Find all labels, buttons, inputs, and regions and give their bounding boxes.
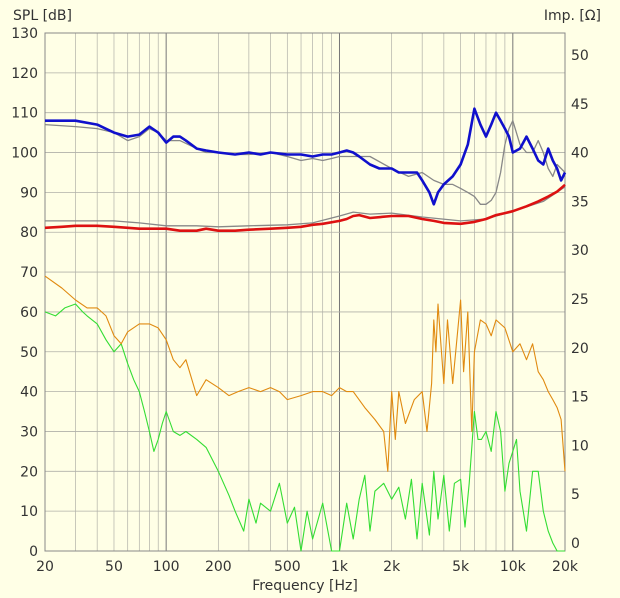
plot-area bbox=[45, 33, 565, 551]
y-left-tick-label: 10 bbox=[20, 504, 38, 520]
series-line-impedance bbox=[44, 183, 566, 232]
x-axis-title: Frequency [Hz] bbox=[252, 578, 358, 594]
y-right-tick-label: 45 bbox=[571, 97, 589, 113]
x-tick-label: 20k bbox=[552, 559, 579, 575]
left-axis-title: SPL [dB] bbox=[13, 8, 72, 24]
y-left-tick-label: 0 bbox=[29, 544, 38, 560]
y-right-tick-label: 25 bbox=[571, 292, 589, 308]
x-tick-label: 50 bbox=[105, 559, 123, 575]
y-left-tick-label: 110 bbox=[11, 106, 38, 122]
y-left-tick-label: 50 bbox=[20, 345, 38, 361]
series-line-third-harmonic bbox=[44, 303, 565, 552]
grid-lines bbox=[44, 32, 566, 552]
y-left-tick-label: 90 bbox=[20, 185, 38, 201]
y-right-tick-label: 30 bbox=[571, 243, 589, 259]
x-tick-label: 500 bbox=[274, 559, 301, 575]
y-right-tick-label: 15 bbox=[571, 390, 589, 406]
y-left-tick-label: 120 bbox=[11, 66, 38, 82]
y-left-tick-label: 60 bbox=[20, 305, 38, 321]
plot-frame bbox=[44, 32, 566, 552]
x-tick-label: 10k bbox=[500, 559, 527, 575]
y-left-tick-label: 40 bbox=[20, 385, 38, 401]
y-left-tick-label: 80 bbox=[20, 225, 38, 241]
y-right-tick-label: 5 bbox=[571, 487, 580, 503]
series-layer bbox=[44, 107, 567, 552]
x-tick-label: 5k bbox=[452, 559, 470, 575]
right-axis-title: Imp. [Ω] bbox=[544, 8, 601, 24]
y-left-tick-label: 130 bbox=[11, 26, 38, 42]
x-tick-label: 200 bbox=[205, 559, 232, 575]
y-left-tick-label: 70 bbox=[20, 265, 38, 281]
series-line-second-harmonic bbox=[44, 275, 566, 472]
x-tick-label: 20 bbox=[36, 559, 54, 575]
y-left-tick-label: 20 bbox=[20, 464, 38, 480]
y-right-tick-label: 0 bbox=[571, 536, 580, 552]
y-right-tick-label: 35 bbox=[571, 194, 589, 210]
tick-labels: 0 10 20 30 40 50 60 70 80 90 100 110 120 130 0 5 10 15 20 2… bbox=[11, 26, 589, 575]
x-tick-label: 2k bbox=[383, 559, 401, 575]
y-right-tick-label: 20 bbox=[571, 341, 589, 357]
y-left-tick-label: 100 bbox=[11, 146, 38, 162]
x-tick-label: 1k bbox=[331, 559, 349, 575]
series-line-spl-ref bbox=[44, 120, 566, 205]
y-right-tick-label: 10 bbox=[571, 438, 589, 454]
y-left-tick-label: 30 bbox=[20, 424, 38, 440]
x-tick-label: 100 bbox=[153, 559, 180, 575]
y-right-tick-label: 50 bbox=[571, 48, 589, 64]
series-line-spl bbox=[45, 107, 567, 206]
y-right-tick-label: 40 bbox=[571, 146, 589, 162]
